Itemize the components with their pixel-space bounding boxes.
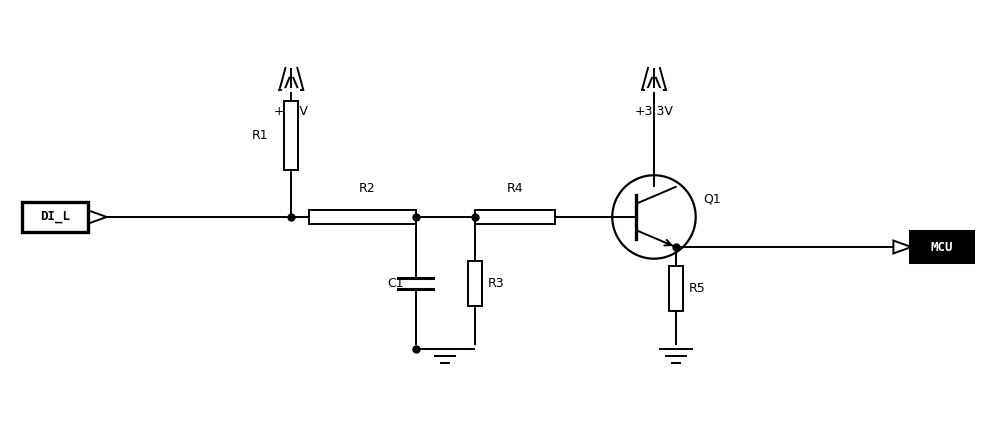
Bar: [669, 266, 683, 311]
Text: Q1: Q1: [704, 192, 721, 206]
Bar: [468, 261, 482, 306]
Text: DI_L: DI_L: [40, 211, 70, 224]
Text: C1: C1: [387, 277, 404, 290]
Bar: [475, 210, 555, 224]
Bar: [284, 101, 298, 170]
Text: +24V: +24V: [274, 105, 309, 118]
Bar: [309, 210, 416, 224]
Text: +3.3V: +3.3V: [635, 105, 673, 118]
Text: R3: R3: [488, 277, 505, 290]
Text: R5: R5: [689, 282, 705, 295]
Bar: [22, 202, 88, 232]
Text: MCU: MCU: [931, 241, 953, 254]
Text: R4: R4: [507, 182, 523, 195]
Text: R1: R1: [252, 129, 269, 142]
Text: R2: R2: [359, 182, 376, 195]
Bar: [911, 232, 973, 262]
